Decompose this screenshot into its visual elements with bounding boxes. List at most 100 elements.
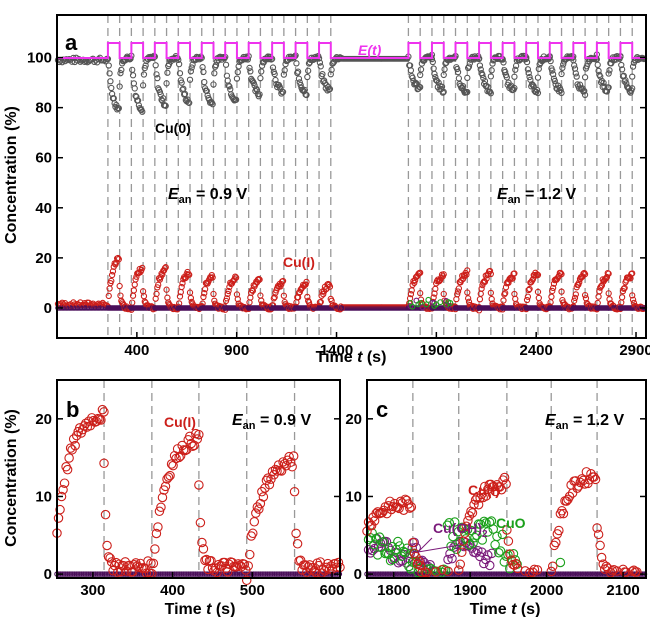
baseline-point [574,571,580,577]
cu0-point [295,75,303,82]
cu0-point [549,71,557,78]
cu0-point [303,91,310,99]
cu0-point [549,67,556,74]
baseline-point [182,571,188,577]
panel-c: 1800 1900 2000 2100 0 10 20 c Cu(I) CuO Cu(OH)… [345,379,648,617]
cu0-point [464,88,471,96]
cu1-point [292,539,303,549]
baseline-point [189,571,195,577]
cu1-point [581,291,589,299]
cu1-point [597,283,605,290]
baseline-point [611,571,617,577]
cu1-point [248,528,258,539]
cu0-point [129,72,137,79]
cu1-point [156,502,166,512]
cu0-point [606,67,613,74]
cu0-point [140,71,148,78]
baseline-point [485,571,491,577]
baseline-point [282,571,288,577]
cu1-point [612,566,622,576]
cu0-point [618,66,626,73]
cu0-point [500,59,507,66]
cu0-point [153,71,160,78]
baseline-point [461,571,468,577]
cu1-point [320,290,327,298]
baseline-point [507,571,513,577]
cu1-point [150,544,160,554]
cu0-point [534,74,542,81]
cu1-point [117,292,124,299]
cuo-point [425,296,432,303]
baseline-point [283,571,290,577]
cu0-point [175,61,183,68]
cuoh2-label: Cu(OH)2 [433,520,488,540]
cu1-point [201,285,209,293]
baseline-point [376,571,382,577]
cu0-point [269,64,277,71]
cu1-point [153,522,163,532]
baseline-point [396,571,402,577]
cu0-point [551,77,558,85]
cu1-point [596,552,607,563]
baseline-point [448,571,454,577]
cu0-point [272,76,279,84]
cu1-point [488,295,495,303]
baseline-point [500,571,506,577]
x-label-unit: (s) [516,601,540,617]
panel-a-y-tick-label: 20 [35,250,52,267]
cu0-point [232,96,240,103]
cu0-point [115,105,122,112]
baseline-point [278,571,285,577]
cuo-point [409,303,416,310]
baseline-point [539,571,545,577]
cu0-point [225,82,232,89]
cuoh2-point [447,553,457,564]
baseline-point [475,571,481,577]
baseline-point [177,571,183,577]
cu1-point [549,287,556,295]
baseline-point [497,571,503,577]
baseline-point [89,571,95,577]
cu1-point [589,472,599,482]
cuo-point [437,299,444,306]
cu1-point [175,300,183,307]
cu1-point [284,451,294,462]
baseline-point [562,571,569,577]
cuo-point [510,555,521,565]
cu1-point [554,525,564,536]
ean-label-1.2: Ean = 1.2 V [497,186,576,206]
cu0-point [571,62,578,69]
cu1-point [548,293,555,300]
baseline-point [159,571,165,577]
cu1-point [464,295,472,302]
cu0-point [479,71,486,79]
ean-value: = 1.2 V [569,412,625,429]
panel-b-frame [56,379,341,579]
cu1-point [297,565,307,575]
cu1-point [233,559,244,569]
baseline-point [261,571,267,577]
cu1-point [455,285,463,292]
cu1-point [558,508,569,519]
cu0-point [200,68,207,76]
baseline-point [82,571,88,577]
cu0-point [595,67,602,75]
baseline-point [80,571,87,577]
cu0-point [598,77,606,85]
baseline-point [377,571,384,577]
cu1-point [210,563,221,573]
cu0-point [439,89,447,96]
baseline-point [596,571,602,577]
cu1-point [572,483,582,493]
baseline-point [280,571,286,577]
cu1-point [153,290,160,298]
cu1-point [534,271,542,279]
cu1-point [561,496,572,506]
panel-b: 300 400 500 600 0 10 20 b Cu(I) Ean = 0.9 V Co… [3,379,345,617]
cu1-point [549,284,557,292]
cu1-point [122,566,132,576]
cu0-point [441,66,448,73]
baseline-point [518,571,525,577]
cu1-point [131,281,138,288]
cu1-point [197,537,207,548]
